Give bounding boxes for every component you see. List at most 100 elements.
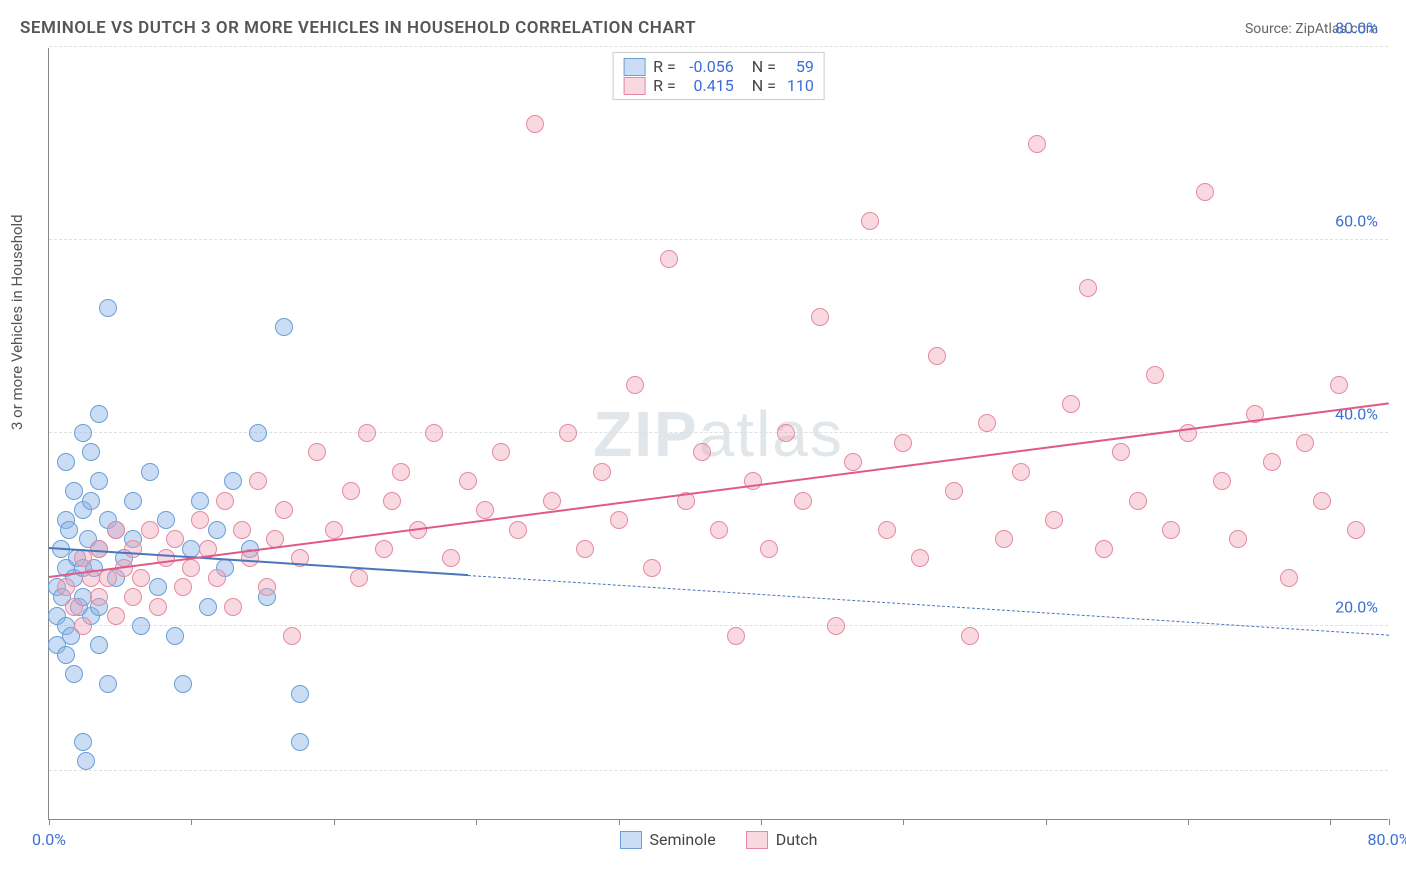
scatter-point [442,549,460,567]
scatter-point [325,521,343,539]
scatter-point [166,530,184,548]
scatter-point [283,627,301,645]
scatter-point [99,569,117,587]
scatter-point [191,511,209,529]
scatter-point [911,549,929,567]
scatter-point [77,752,95,770]
scatter-point [224,472,242,490]
scatter-point [174,578,192,596]
scatter-point [945,482,963,500]
scatter-point [593,463,611,481]
scatter-point [82,492,100,510]
scatter-point [1028,135,1046,153]
x-tick [761,819,762,825]
scatter-point [961,627,979,645]
scatter-point [811,308,829,326]
scatter-point [65,665,83,683]
scatter-point [65,482,83,500]
x-tick [1389,819,1390,825]
scatter-point [157,549,175,567]
r-value: 0.415 [684,76,734,95]
scatter-point [60,521,78,539]
y-tick-label: 60.0% [1335,212,1378,231]
scatter-point [1112,443,1130,461]
gridline [49,46,1388,47]
scatter-point [57,646,75,664]
scatter-point [425,424,443,442]
scatter-point [291,685,309,703]
scatter-point [107,607,125,625]
scatter-point [1062,395,1080,413]
scatter-point [1012,463,1030,481]
n-value: 110 [784,76,814,95]
scatter-point [1162,521,1180,539]
scatter-point [878,521,896,539]
scatter-point [90,405,108,423]
scatter-point [99,299,117,317]
series-legend: Seminole Dutch [620,830,818,849]
x-tick [476,819,477,825]
scatter-point [149,598,167,616]
scatter-point [1330,376,1348,394]
scatter-point [1280,569,1298,587]
scatter-point [861,212,879,230]
n-label: N = [752,57,776,76]
scatter-point [827,617,845,635]
legend-row: R =0.415N =110 [623,76,814,95]
watermark-suffix: atlas [699,398,844,470]
scatter-point [995,530,1013,548]
scatter-point [90,636,108,654]
r-label: R = [653,76,676,95]
scatter-point [249,424,267,442]
scatter-point [492,443,510,461]
scatter-point [1129,492,1147,510]
scatter-point [107,521,125,539]
y-tick-label: 20.0% [1335,598,1378,617]
legend-item: Dutch [746,830,818,849]
scatter-point [99,675,117,693]
x-tick [49,819,50,825]
scatter-point [1213,472,1231,490]
legend-label: Seminole [650,830,716,849]
scatter-point [1146,366,1164,384]
scatter-point [174,675,192,693]
scatter-point [1079,279,1097,297]
scatter-point [182,559,200,577]
scatter-point [576,540,594,558]
x-tick [1330,819,1331,825]
scatter-point [65,598,83,616]
scatter-point [74,549,92,567]
scatter-point [291,733,309,751]
x-tick [619,819,620,825]
scatter-point [392,463,410,481]
scatter-point [141,521,159,539]
scatter-point [90,472,108,490]
scatter-point [760,540,778,558]
scatter-point [543,492,561,510]
scatter-point [476,501,494,519]
chart-title: SEMINOLE VS DUTCH 3 OR MORE VEHICLES IN … [20,18,696,38]
scatter-point [57,578,75,596]
scatter-point [149,578,167,596]
scatter-point [978,414,996,432]
scatter-point [82,443,100,461]
gridline [49,625,1388,626]
scatter-point [141,463,159,481]
scatter-point [74,617,92,635]
scatter-point [166,627,184,645]
y-axis-label: 3 or more Vehicles in Household [8,214,26,430]
scatter-point [1296,434,1314,452]
gridline [49,770,1388,771]
legend-swatch [623,58,645,76]
scatter-point [208,521,226,539]
scatter-point [777,424,795,442]
scatter-point [626,376,644,394]
scatter-point [693,443,711,461]
scatter-point [894,434,912,452]
x-tick-label: 80.0% [1368,830,1406,849]
scatter-point [249,472,267,490]
scatter-point [132,569,150,587]
scatter-point [124,588,142,606]
scatter-point [275,318,293,336]
scatter-point [794,492,812,510]
